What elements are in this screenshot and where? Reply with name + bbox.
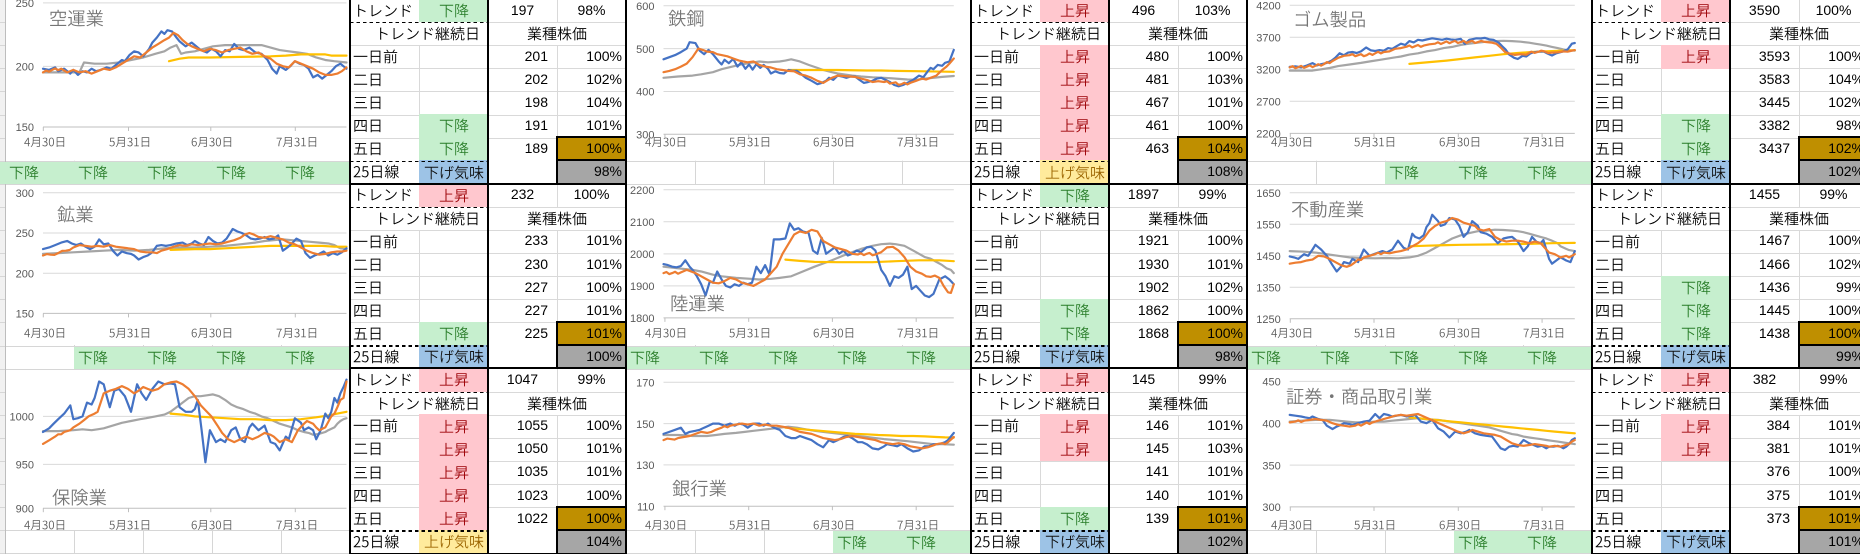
svg-text:1450: 1450 xyxy=(1256,251,1280,263)
svg-text:400: 400 xyxy=(636,87,654,99)
svg-text:1350: 1350 xyxy=(1256,282,1280,294)
svg-text:150: 150 xyxy=(636,418,654,430)
svg-text:150: 150 xyxy=(16,308,34,320)
svg-text:400: 400 xyxy=(1262,418,1280,430)
svg-text:110: 110 xyxy=(637,501,655,513)
svg-text:200: 200 xyxy=(16,62,34,74)
svg-text:2200: 2200 xyxy=(630,185,654,197)
svg-text:1000: 1000 xyxy=(10,411,34,423)
svg-text:1250: 1250 xyxy=(1256,314,1280,326)
svg-text:450: 450 xyxy=(1262,376,1280,388)
svg-text:150: 150 xyxy=(16,122,34,134)
svg-text:1900: 1900 xyxy=(630,281,654,293)
svg-text:2000: 2000 xyxy=(630,249,654,261)
svg-text:1800: 1800 xyxy=(630,313,654,325)
svg-text:600: 600 xyxy=(636,1,654,13)
svg-text:900: 900 xyxy=(16,503,34,515)
svg-text:200: 200 xyxy=(16,268,34,280)
svg-text:250: 250 xyxy=(16,228,34,240)
svg-text:2100: 2100 xyxy=(630,217,654,229)
svg-text:130: 130 xyxy=(636,460,654,472)
svg-text:1650: 1650 xyxy=(1256,188,1280,200)
svg-text:250: 250 xyxy=(16,0,34,10)
svg-text:500: 500 xyxy=(636,44,654,56)
svg-text:3200: 3200 xyxy=(1256,64,1280,76)
svg-text:4200: 4200 xyxy=(1256,0,1280,12)
svg-text:950: 950 xyxy=(16,459,34,471)
svg-text:300: 300 xyxy=(16,188,34,200)
svg-text:170: 170 xyxy=(636,377,654,389)
svg-text:300: 300 xyxy=(1262,502,1280,514)
svg-text:2700: 2700 xyxy=(1256,96,1280,108)
svg-text:350: 350 xyxy=(1262,460,1280,472)
svg-text:2200: 2200 xyxy=(1256,129,1280,141)
svg-text:1550: 1550 xyxy=(1256,219,1280,231)
svg-text:3700: 3700 xyxy=(1256,32,1280,44)
